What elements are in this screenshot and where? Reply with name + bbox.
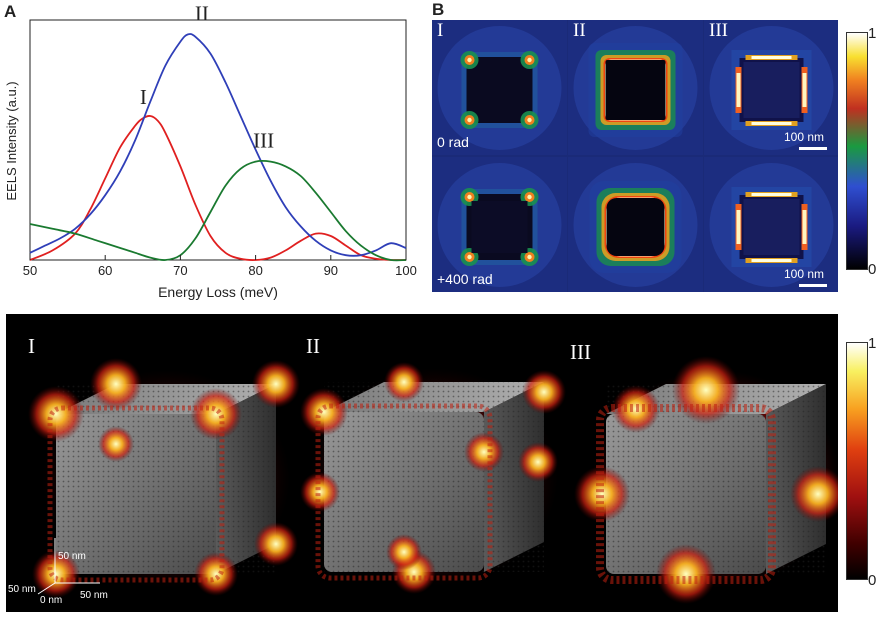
column-label-ii: II bbox=[573, 20, 586, 41]
row-label-1: 0 rad bbox=[437, 134, 469, 150]
x-tick-label: 90 bbox=[324, 263, 338, 278]
eels-spectrum-chart: 50 60 70 80 90 100 Energy Loss (meV) EELS Int… bbox=[4, 1, 417, 300]
series-line-ii bbox=[29, 33, 407, 257]
annotation-ii: II bbox=[195, 1, 209, 25]
axis-label-vertical: 50 nm bbox=[58, 551, 86, 562]
cube-label-iii: III bbox=[570, 340, 591, 364]
x-tick-labels: 50 60 70 80 90 100 bbox=[23, 255, 417, 278]
eels-map-iii-row2 bbox=[704, 157, 838, 292]
cube-label-i: I bbox=[28, 334, 35, 358]
colorbar-c-min: 0 bbox=[868, 572, 877, 589]
chart-series bbox=[29, 33, 407, 262]
cube-field-svg bbox=[28, 356, 838, 604]
scale-bar-label-1: 100 nm bbox=[784, 130, 825, 144]
colorbar-c-max: 1 bbox=[868, 335, 877, 352]
axis-label-depth: 50 nm bbox=[8, 584, 36, 595]
x-tick-label: 100 bbox=[395, 263, 417, 278]
eels-map-ii-row1 bbox=[568, 20, 703, 155]
column-label-iii: III bbox=[709, 20, 728, 41]
panel-b-label: B bbox=[432, 0, 445, 19]
x-axis-label: Energy Loss (meV) bbox=[158, 284, 278, 300]
x-tick-label: 80 bbox=[248, 263, 262, 278]
scale-bar-label-2: 100 nm bbox=[784, 267, 825, 281]
x-tick-label: 50 bbox=[23, 263, 37, 278]
series-line-i bbox=[29, 115, 407, 261]
eels-map-grid: I II III 0 rad 100 nm +400 rad 100 nm bbox=[432, 20, 838, 292]
series-line-iii bbox=[29, 159, 407, 262]
eels-map-ii-row2 bbox=[568, 157, 703, 292]
column-label-i: I bbox=[437, 20, 444, 41]
plot-frame bbox=[29, 19, 407, 261]
axis-label-origin: 0 nm bbox=[40, 595, 63, 606]
colorbar-b-max: 1 bbox=[868, 25, 877, 42]
x-tick-label: 60 bbox=[98, 263, 112, 278]
annotation-iii: III bbox=[253, 129, 274, 153]
colorbar-b bbox=[846, 32, 868, 270]
eels-map-iii-row1 bbox=[704, 20, 838, 155]
chart-axes bbox=[29, 19, 407, 261]
eels-map-i-row2 bbox=[432, 157, 567, 292]
scale-bar-1 bbox=[799, 147, 827, 150]
row-label-2: +400 rad bbox=[437, 271, 493, 287]
cube-1 bbox=[28, 358, 300, 598]
axis-label-horizontal: 50 nm bbox=[80, 590, 108, 601]
y-axis-label: EELS Intensity (a.u.) bbox=[4, 81, 19, 200]
x-tick-label: 70 bbox=[173, 263, 187, 278]
panel-a-label: A bbox=[4, 2, 17, 21]
cube-group bbox=[28, 356, 838, 604]
cube-2 bbox=[300, 362, 566, 594]
cube-3 bbox=[574, 356, 838, 604]
colorbar-b-min: 0 bbox=[868, 261, 877, 278]
cube-label-ii: II bbox=[306, 334, 320, 358]
colorbar-c bbox=[846, 342, 868, 580]
scale-bar-2 bbox=[799, 284, 827, 287]
eels-map-i-row1 bbox=[432, 20, 567, 155]
annotation-i: I bbox=[140, 85, 147, 109]
cube-field-renderings bbox=[6, 314, 838, 612]
